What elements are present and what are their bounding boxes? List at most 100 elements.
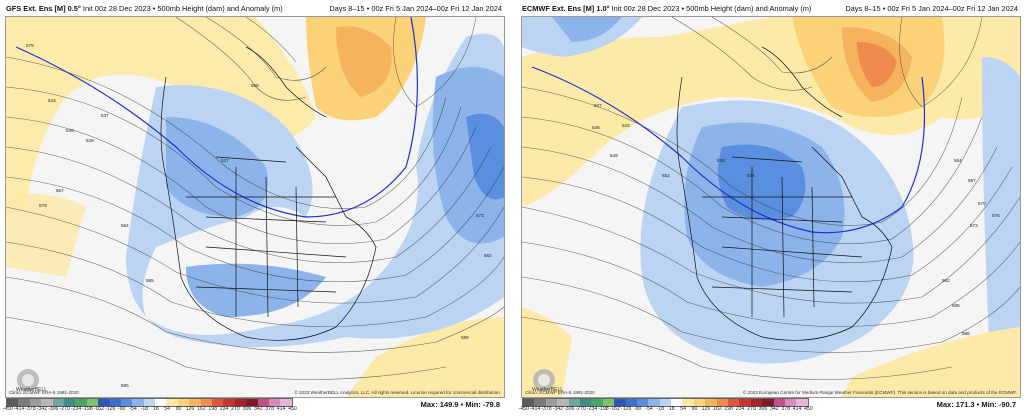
colorbar-tick-label: 54 <box>164 406 171 412</box>
colorbar-tick-label: 450 <box>288 406 297 412</box>
colorbar-tick-label: 162 <box>197 406 206 412</box>
valid-days: Days 8–15 • 00z Fri 5 Jan 2024–00z Fri 1… <box>329 4 502 13</box>
valid-days: Days 8–15 • 00z Fri 5 Jan 2024–00z Fri 1… <box>845 4 1018 13</box>
colorbar-tick-label: -54 <box>645 406 653 412</box>
colorbar-tick-label: -270 <box>59 406 70 412</box>
colorbar-tick-label: 414 <box>792 406 802 412</box>
colorbar-tick-label: 54 <box>680 406 687 412</box>
gfs-panel: GFS Ext. Ens [M] 0.5° Init 00z 28 Dec 20… <box>0 0 508 419</box>
colorbar-swatch <box>75 399 87 406</box>
colorbar-swatch <box>29 399 42 406</box>
model-name: ECMWF Ext. Ens [M] 1.0° <box>522 4 610 13</box>
contour-label: 543 <box>48 98 56 103</box>
max-value: 171.3 <box>955 400 975 409</box>
colorbar-swatch <box>246 399 258 406</box>
colorbar-tick-label: 342 <box>253 406 263 412</box>
colorbar-tick-label: 378 <box>265 406 274 412</box>
colorbar-tick-label: 342 <box>769 406 779 412</box>
min-label: Min: <box>981 400 997 409</box>
gfs-map[interactable]: 579 543 537 546 549 567 564 579 585 588 … <box>5 16 505 398</box>
colorbar-tick-label: -414 <box>13 406 25 412</box>
contour-label: 537 <box>101 113 109 118</box>
ecmwf-map[interactable]: 537 543 546 549 552 528 534 564 567 570 … <box>521 16 1021 398</box>
colorbar-swatch <box>268 399 281 406</box>
colorbar-swatch <box>614 399 626 406</box>
colorbar-swatch <box>523 399 535 406</box>
colorbar-swatch <box>200 399 213 406</box>
copyright-note: © 2023 WeatherBELL Analytics, LLC. All r… <box>294 390 501 395</box>
colorbar-tick-label: 234 <box>219 406 229 412</box>
colorbar-tick-label: -378 <box>541 406 552 412</box>
colorbar-labels: -450-414-378-342-306-270-234-198-162-126… <box>518 406 814 412</box>
colorbar-swatch <box>143 399 156 406</box>
colorbar-tick-label: 126 <box>701 406 711 412</box>
contour-label: 534 <box>747 173 755 178</box>
colorbar-swatch <box>132 399 144 406</box>
colorbar-tick-label: 90 <box>175 406 182 412</box>
colorbar-tick-label: -54 <box>129 406 137 412</box>
colorbar-tick-label: 18 <box>152 406 159 412</box>
colorbar-tick-label: 378 <box>781 406 790 412</box>
contour-label: 579 <box>39 203 47 208</box>
colorbar-tick-label: 306 <box>758 406 768 412</box>
contour-label: 588 <box>461 335 469 340</box>
contour-label: 570 <box>978 201 986 206</box>
logo-text: WeatherBELL <box>16 387 47 393</box>
contour-label: 567 <box>56 188 64 193</box>
colorbar-swatch <box>739 399 751 406</box>
contour-label: 573 <box>476 213 484 218</box>
contour-label: 573 <box>970 223 978 228</box>
colorbar-swatch <box>671 399 683 406</box>
colorbar-tick-label: -450 <box>518 406 529 412</box>
colorbar-tick-label: -306 <box>564 406 575 412</box>
field-name: 500mb Height (dam) and Anomaly (m) <box>686 4 812 13</box>
field-name: 500mb Height (dam) and Anomaly (m) <box>157 4 283 13</box>
gfs-map-svg: 579 543 537 546 549 567 564 579 585 588 … <box>6 17 504 397</box>
colorbar-tick-label: 162 <box>713 406 722 412</box>
colorbar-swatch <box>557 399 569 406</box>
colorbar-tick-label: -234 <box>586 406 598 412</box>
colorbar-swatch <box>109 399 121 406</box>
colorbar-swatch <box>693 399 706 406</box>
colorbar-swatch <box>579 399 592 406</box>
colorbar-swatch <box>63 399 76 406</box>
max-label: Max: <box>420 400 438 409</box>
contour-label: 543 <box>622 123 630 128</box>
contour-label: 579 <box>26 43 34 48</box>
ecmwf-map-svg: 537 543 546 549 552 528 534 564 567 570 … <box>522 17 1020 397</box>
colorbar-swatch <box>257 399 269 406</box>
colorbar-tick-label: -306 <box>48 406 59 412</box>
colorbar-tick-label: -126 <box>105 406 116 412</box>
weatherbell-logo: WeatherBELL <box>530 367 568 393</box>
colorbar-swatch <box>591 399 603 406</box>
max-label: Max: <box>936 400 954 409</box>
contour-label: 552 <box>662 173 670 178</box>
colorbar-swatch <box>177 399 190 406</box>
weatherbell-logo: WeatherBELL <box>14 367 52 393</box>
colorbar-swatch <box>534 399 546 406</box>
contour-label: 588 <box>962 331 970 336</box>
contour-label: 585 <box>952 303 960 308</box>
contour-label: 549 <box>86 138 94 143</box>
colorbar-tick-label: -342 <box>552 406 564 412</box>
climo-note: Climo: ECMWF ERA-5 1991-2020 <box>525 390 595 395</box>
colorbar-swatch <box>86 399 99 406</box>
contour-label: 528 <box>717 158 725 163</box>
contour-label: 567 <box>968 178 976 183</box>
colorbar-tick-label: -162 <box>93 406 105 412</box>
colorbar-swatch <box>189 399 201 406</box>
copyright-note: © 2023 European Centre for Medium-Range … <box>742 390 1017 395</box>
contour-label: 549 <box>610 153 618 158</box>
colorbar-swatch <box>98 399 110 406</box>
colorbar-swatch <box>784 399 797 406</box>
contour-label: 576 <box>992 213 1000 218</box>
colorbar-swatch <box>602 399 615 406</box>
colorbar-tick-label: -198 <box>598 406 609 412</box>
colorbar-swatch <box>568 399 580 406</box>
colorbar-tick-label: -18 <box>140 406 149 412</box>
colorbar-tick-label: 90 <box>691 406 698 412</box>
colorbar-swatch <box>659 399 672 406</box>
colorbar-swatch <box>648 399 660 406</box>
model-name: GFS Ext. Ens [M] 0.5° <box>6 4 81 13</box>
contour-label: 537 <box>594 103 602 108</box>
